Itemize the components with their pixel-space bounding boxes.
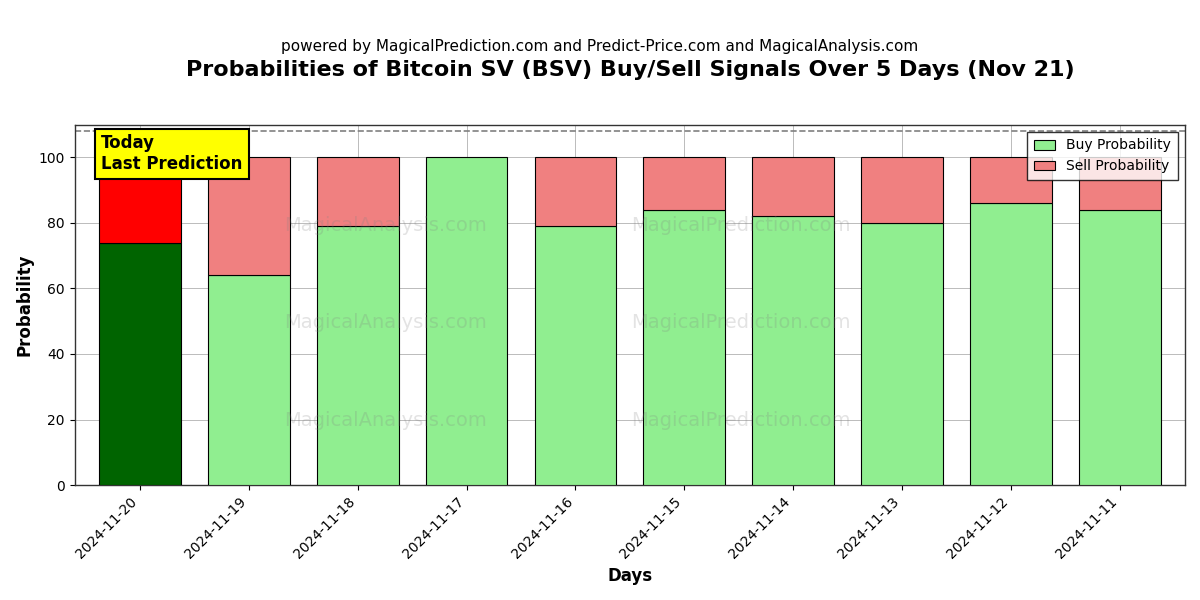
Bar (534, 226, 617, 485)
Bar (317, 157, 398, 226)
Y-axis label: Probability: Probability (16, 254, 34, 356)
Bar (752, 217, 834, 485)
Bar (100, 157, 181, 242)
Bar (1079, 210, 1160, 485)
Text: MagicalAnalysis.com: MagicalAnalysis.com (284, 410, 487, 430)
Bar (643, 157, 725, 210)
Bar (643, 210, 725, 485)
Legend: Buy Probability, Sell Probability: Buy Probability, Sell Probability (1027, 131, 1178, 181)
Bar (426, 157, 508, 485)
Bar (1079, 157, 1160, 210)
Text: MagicalAnalysis.com: MagicalAnalysis.com (284, 216, 487, 235)
Bar (752, 157, 834, 217)
Title: Probabilities of Bitcoin SV (BSV) Buy/Sell Signals Over 5 Days (Nov 21): Probabilities of Bitcoin SV (BSV) Buy/Se… (186, 60, 1074, 80)
Text: MagicalAnalysis.com: MagicalAnalysis.com (284, 313, 487, 332)
Bar (534, 157, 617, 226)
X-axis label: Days: Days (607, 567, 653, 585)
Bar (317, 226, 398, 485)
Bar (862, 157, 943, 223)
Bar (970, 157, 1051, 203)
Text: MagicalPrediction.com: MagicalPrediction.com (631, 410, 851, 430)
Text: Today
Last Prediction: Today Last Prediction (101, 134, 242, 173)
Bar (208, 275, 289, 485)
Text: MagicalPrediction.com: MagicalPrediction.com (631, 313, 851, 332)
Bar (862, 223, 943, 485)
Bar (100, 242, 181, 485)
Bar (208, 157, 289, 275)
Text: powered by MagicalPrediction.com and Predict-Price.com and MagicalAnalysis.com: powered by MagicalPrediction.com and Pre… (281, 39, 919, 54)
Text: MagicalPrediction.com: MagicalPrediction.com (631, 216, 851, 235)
Bar (970, 203, 1051, 485)
